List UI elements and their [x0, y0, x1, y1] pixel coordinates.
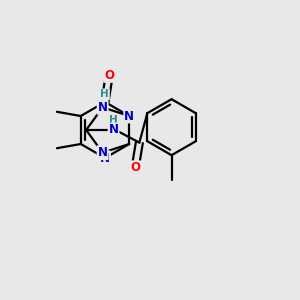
Text: N: N — [98, 146, 108, 159]
Text: H: H — [109, 115, 118, 125]
Text: N: N — [124, 110, 134, 122]
Text: H: H — [100, 89, 109, 99]
Text: O: O — [104, 69, 114, 82]
Text: N: N — [98, 101, 108, 114]
Text: N: N — [109, 124, 118, 136]
Text: N: N — [100, 152, 110, 164]
Text: O: O — [130, 161, 140, 174]
